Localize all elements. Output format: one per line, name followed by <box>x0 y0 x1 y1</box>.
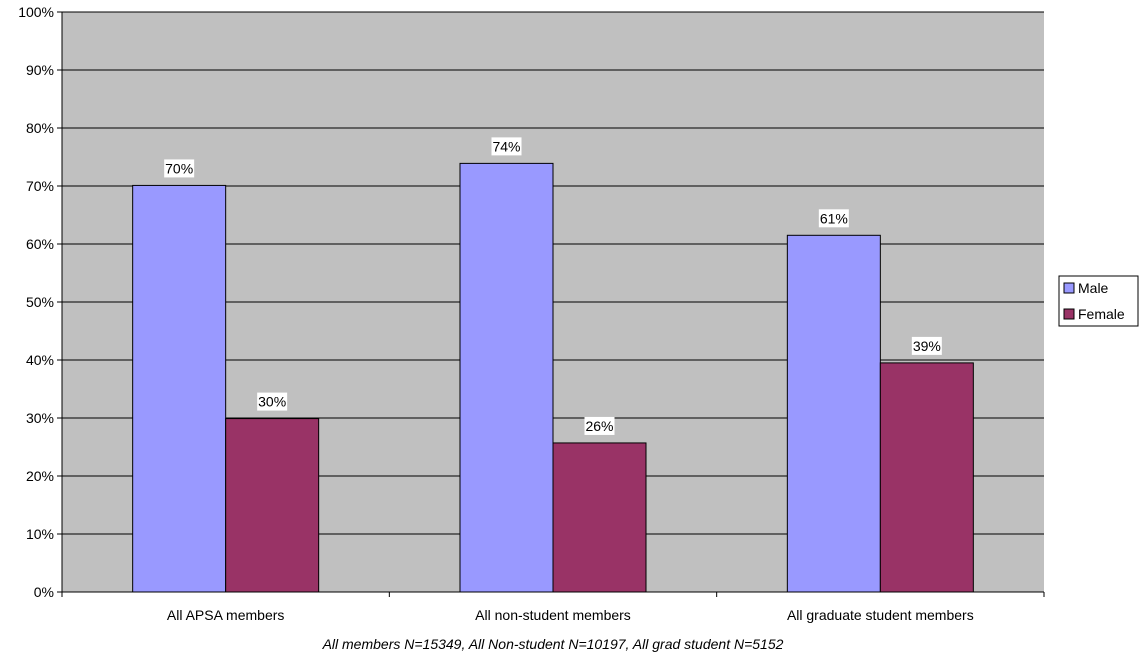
x-tick-label: All non-student members <box>475 607 631 623</box>
x-tick-label: All APSA members <box>167 607 285 623</box>
y-tick-label: 60% <box>26 236 54 252</box>
y-tick-label: 70% <box>26 178 54 194</box>
legend-label-male: Male <box>1078 280 1109 296</box>
y-tick-label: 20% <box>26 468 54 484</box>
data-label-background <box>818 209 849 228</box>
bar-female <box>225 418 320 593</box>
y-tick-label: 0% <box>34 584 54 600</box>
data-label-background <box>584 416 615 435</box>
bar-male <box>459 162 554 593</box>
legend-swatch-female <box>1063 308 1075 320</box>
x-axis-caption: All members N=15349, All Non-student N=1… <box>322 636 784 652</box>
data-label: 70% <box>165 160 193 176</box>
y-tick-label: 50% <box>26 294 54 310</box>
data-label: 61% <box>820 210 848 226</box>
x-tick-label: All graduate student members <box>787 607 974 623</box>
bar-female <box>552 442 647 593</box>
data-label-background <box>911 336 942 355</box>
bar-male <box>786 234 881 593</box>
y-axis-ticks: 0% 10% 20% 30% 40% 50% 60% 70% 80% 90% 100% <box>18 4 62 600</box>
data-label: 39% <box>913 338 941 354</box>
data-label-background <box>164 159 195 178</box>
data-label: 30% <box>258 394 286 410</box>
y-tick-label: 40% <box>26 352 54 368</box>
data-label-background <box>257 392 288 411</box>
bar-female <box>879 362 974 593</box>
y-tick-label: 10% <box>26 526 54 542</box>
data-label: 74% <box>492 138 520 154</box>
data-label-background <box>491 137 522 156</box>
y-tick-label: 90% <box>26 62 54 78</box>
bars <box>132 162 974 593</box>
bar-male <box>132 184 227 593</box>
y-tick-label: 30% <box>26 410 54 426</box>
bar-labels: 70% 30% 74% 26% 61% 39% <box>164 137 942 435</box>
legend-label-female: Female <box>1078 306 1125 322</box>
y-tick-label: 80% <box>26 120 54 136</box>
y-tick-label: 100% <box>18 4 54 20</box>
data-label: 26% <box>585 418 613 434</box>
x-axis-ticks: All APSA members All non-student members A… <box>61 592 1045 623</box>
legend-swatch-male <box>1063 282 1075 294</box>
legend: Male Female <box>1058 275 1139 327</box>
